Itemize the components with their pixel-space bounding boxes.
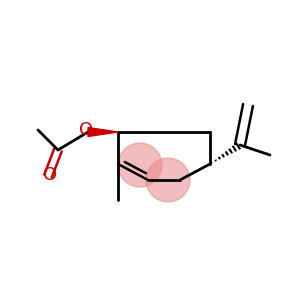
Circle shape — [146, 158, 190, 202]
Polygon shape — [88, 128, 118, 136]
Text: O: O — [79, 121, 93, 139]
Text: O: O — [43, 166, 57, 184]
Circle shape — [118, 143, 162, 187]
